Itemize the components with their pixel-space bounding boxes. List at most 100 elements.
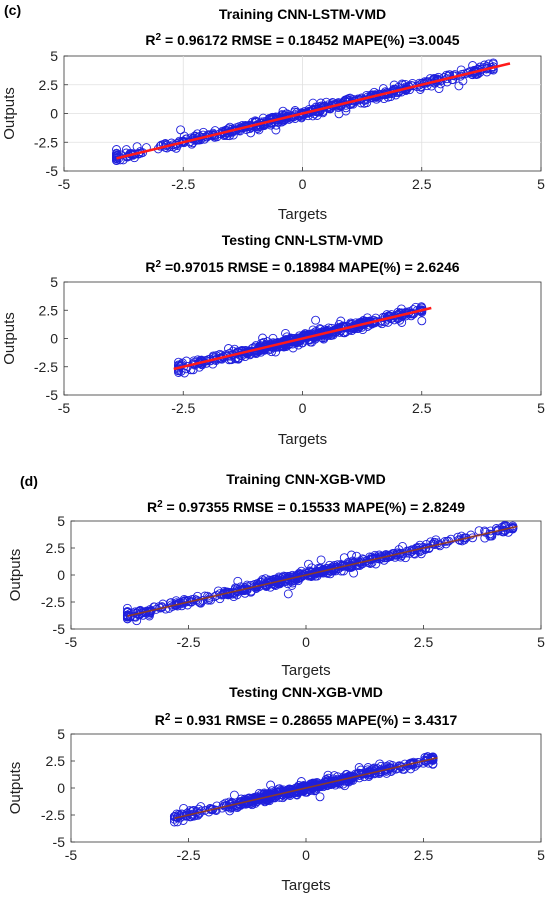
data-point [188, 365, 198, 375]
data-point [328, 779, 338, 789]
x-tick-label: -5 [65, 634, 78, 650]
data-point [428, 539, 438, 549]
fit-line [173, 306, 432, 371]
data-point [336, 560, 346, 569]
data-point [227, 589, 237, 599]
data-point [358, 325, 368, 335]
data-point [246, 128, 256, 138]
data-point [371, 552, 381, 562]
data-point [408, 305, 418, 315]
x-tick-label: -2.5 [171, 400, 195, 416]
y-tick-label: 0 [57, 780, 65, 796]
data-point [271, 125, 281, 135]
chart-title: Testing CNN-LSTM-VMD [222, 232, 384, 248]
data-point [284, 787, 294, 797]
data-point [349, 568, 359, 578]
y-tick-label: -2.5 [41, 594, 65, 610]
y-axis-label: Outputs [1, 312, 18, 365]
x-tick-label: 2.5 [412, 400, 432, 416]
y-tick-label: -5 [53, 834, 66, 850]
y-tick-label: 2.5 [39, 302, 59, 318]
panel-label-d: (d) [20, 473, 38, 489]
x-tick-label: -5 [58, 176, 71, 192]
scatter-points [169, 752, 438, 827]
fit-line [116, 62, 511, 160]
chart-1: Training CNN-LSTM-VMD R2 = 0.96172 RMSE =… [1, 6, 545, 223]
x-tick-label: 5 [537, 400, 545, 416]
data-point [278, 106, 288, 116]
x-tick-label: 5 [537, 176, 545, 192]
data-point [122, 611, 132, 621]
data-point [336, 322, 345, 332]
y-axis-label: Outputs [7, 549, 24, 602]
chart-2: Testing CNN-LSTM-VMD R2 =0.97015 RMSE = 0… [1, 232, 545, 448]
x-tick-label: 2.5 [414, 847, 434, 863]
data-point [262, 581, 272, 591]
data-point [279, 577, 289, 587]
data-point [204, 594, 214, 604]
data-point [230, 344, 240, 354]
data-point [229, 790, 239, 800]
x-tick-label: -2.5 [176, 847, 200, 863]
y-tick-label: -2.5 [34, 134, 58, 150]
chart-title: Training CNN-LSTM-VMD [219, 6, 386, 22]
data-point [336, 316, 346, 326]
data-point [315, 792, 325, 802]
data-point [112, 156, 121, 166]
data-point [132, 142, 142, 152]
data-point [197, 360, 207, 370]
x-tick-label: -5 [65, 847, 78, 863]
chart-stats: R2 = 0.931 RMSE = 0.28655 MAPE(%) = 3.43… [155, 712, 458, 729]
x-tick-label: 2.5 [414, 634, 434, 650]
data-point [174, 357, 183, 367]
y-tick-label: 2.5 [46, 540, 66, 556]
data-point [348, 558, 358, 567]
data-point [169, 812, 179, 821]
data-point [179, 803, 189, 813]
data-point [304, 559, 313, 569]
data-point [308, 98, 318, 108]
data-point [359, 772, 369, 782]
data-point [122, 608, 132, 618]
fit-line [127, 525, 518, 617]
y-axis-label: Outputs [1, 87, 18, 140]
y-tick-label: 5 [57, 726, 65, 742]
data-point [266, 780, 276, 790]
data-point [352, 551, 362, 561]
data-point [378, 84, 388, 94]
data-point [468, 61, 478, 70]
y-tick-label: 0 [57, 567, 65, 583]
scatter-points [112, 58, 511, 166]
data-point [480, 526, 490, 536]
data-point [283, 589, 293, 599]
data-point [430, 537, 440, 547]
y-tick-label: 5 [50, 48, 58, 64]
y-tick-label: -5 [53, 621, 66, 637]
data-point [251, 584, 261, 593]
data-point [458, 76, 468, 86]
data-point [275, 784, 285, 794]
data-point [179, 131, 189, 141]
x-axis-label: Targets [278, 206, 327, 223]
data-point [260, 578, 269, 588]
x-tick-label: 0 [299, 400, 307, 416]
x-tick-label: 0 [302, 847, 310, 863]
x-tick-label: 5 [537, 847, 545, 863]
data-point [234, 798, 244, 808]
y-tick-label: 0 [50, 106, 58, 122]
y-tick-label: 0 [50, 331, 58, 347]
y-tick-label: -5 [46, 387, 59, 403]
data-point [198, 130, 208, 140]
x-tick-label: -2.5 [176, 634, 200, 650]
x-tick-label: -2.5 [171, 176, 195, 192]
chart-stats: R2 = 0.96172 RMSE = 0.18452 MAPE(%) =3.0… [145, 32, 459, 49]
scatter-points [122, 521, 518, 626]
data-point [319, 334, 329, 344]
data-point [299, 780, 309, 790]
x-axis-label: Targets [281, 662, 330, 679]
data-point [348, 775, 358, 785]
y-tick-label: 5 [57, 513, 65, 529]
data-point [316, 555, 326, 565]
data-point [417, 316, 427, 326]
